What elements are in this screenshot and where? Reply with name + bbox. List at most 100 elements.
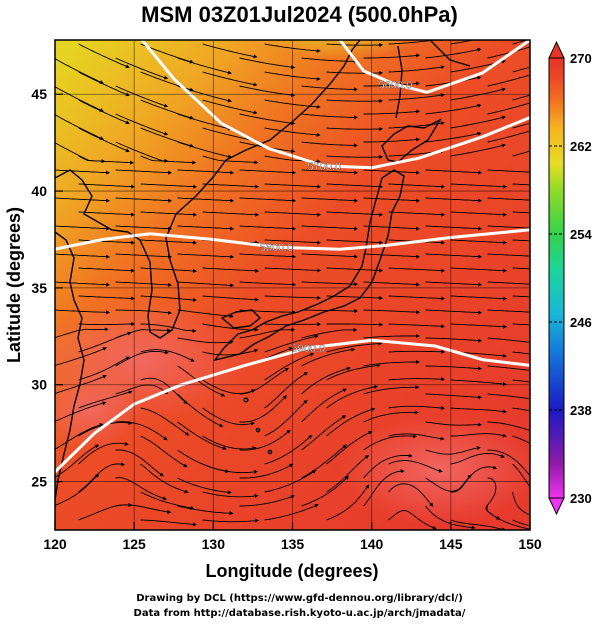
- streamline-244: [326, 431, 373, 465]
- axis-ticks: 120 125 130 135 140 145 150 25 30 35 40 45: [31, 86, 541, 552]
- streamline-132: [326, 267, 384, 273]
- streamline-33: [140, 99, 194, 120]
- x-tick-label-150: 150: [518, 536, 542, 552]
- streamline-43: [239, 113, 296, 126]
- streamline-147: [264, 295, 322, 300]
- streamline-225: [140, 435, 188, 468]
- streamline-218: [177, 421, 227, 451]
- streamline-52: [326, 126, 384, 132]
- streamline-159: [487, 309, 530, 315]
- streamline-29: [363, 81, 421, 87]
- streamline-161: [140, 323, 197, 333]
- streamline-140: [301, 281, 359, 287]
- streamline-198: [450, 379, 508, 387]
- streamline-95: [487, 197, 530, 203]
- streamline-242: [202, 463, 258, 474]
- streamline-105: [115, 225, 173, 231]
- streamline-143: [487, 281, 530, 287]
- streamline-84: [326, 183, 384, 189]
- streamline-40: [55, 114, 104, 140]
- streamline-245: [388, 460, 443, 473]
- streamline-70: [450, 143, 506, 157]
- streamline-271: [486, 505, 530, 530]
- streamline-12: [301, 57, 359, 64]
- streamline-197: [388, 377, 446, 382]
- streamline-199: [512, 379, 530, 383]
- streamline-45: [363, 109, 421, 115]
- streamline-211: [264, 371, 309, 409]
- streamline-98: [202, 211, 260, 217]
- streamline-200: [55, 374, 107, 394]
- streamline-191: [487, 365, 530, 371]
- streamline-18: [202, 71, 258, 87]
- streamline-116: [326, 239, 384, 245]
- streamline-240: [78, 441, 129, 465]
- streamline-85: [388, 183, 446, 189]
- wind-streamlines: [55, 40, 530, 530]
- streamline-144: [78, 295, 136, 301]
- streamline-185: [115, 350, 169, 367]
- streamline-39: [512, 94, 530, 101]
- streamline-176: [78, 331, 132, 353]
- streamline-42: [177, 113, 232, 131]
- streamline-71: [512, 150, 530, 157]
- streamline-100: [326, 211, 384, 217]
- streamline-165: [388, 323, 446, 329]
- streamline-76: [301, 169, 359, 175]
- streamline-109: [363, 225, 421, 231]
- grid-lines: [54, 40, 531, 530]
- streamline-16: [78, 71, 130, 97]
- contour-5800.0: [55, 228, 530, 251]
- streamline-118: [450, 239, 508, 245]
- streamline-162: [202, 323, 259, 332]
- streamline-23: [512, 66, 530, 73]
- streamline-153: [115, 309, 173, 315]
- streamline-230: [450, 433, 507, 438]
- streamline-181: [388, 349, 446, 354]
- streamline-97: [140, 211, 198, 217]
- colorbar-label-262: 262: [570, 139, 592, 154]
- streamline-141: [363, 281, 421, 287]
- streamline-209: [140, 407, 190, 436]
- streamline-66: [202, 155, 259, 165]
- streamline-74: [177, 169, 235, 175]
- streamline-75: [239, 169, 297, 175]
- streamline-121: [115, 253, 173, 259]
- streamline-186: [177, 365, 226, 397]
- streamline-127: [487, 253, 530, 259]
- streamline-188: [301, 347, 356, 367]
- streamline-214: [450, 407, 508, 414]
- contour-label-5900.0: 5900.0: [292, 343, 326, 355]
- colorbar-label-246: 246: [570, 315, 592, 330]
- streamline-112: [78, 239, 136, 245]
- streamline-53: [388, 121, 445, 129]
- streamline-99: [264, 211, 322, 217]
- contour-5600.0: [338, 40, 530, 94]
- streamline-184: [55, 347, 107, 367]
- streamline-251: [239, 463, 294, 479]
- streamline-106: [177, 225, 235, 231]
- streamline-213: [388, 405, 446, 411]
- streamline-7: [512, 40, 529, 45]
- streamline-274: [202, 518, 260, 523]
- streamline-215: [512, 407, 530, 412]
- colorbar-label-270: 270: [570, 51, 592, 66]
- streamline-10: [177, 57, 232, 75]
- streamline-190: [425, 365, 483, 371]
- streamline-46: [425, 103, 482, 115]
- streamline-246: [450, 453, 505, 465]
- streamline-272: [78, 502, 133, 521]
- x-axis-label: Longitude (degrees): [205, 561, 378, 581]
- streamline-62: [425, 131, 482, 143]
- streamline-235: [239, 429, 291, 451]
- streamline-31: [487, 74, 530, 87]
- streamline-54: [450, 115, 506, 129]
- streamline-94: [425, 197, 483, 203]
- streamline-195: [264, 352, 315, 381]
- streamline-48: [78, 127, 130, 153]
- streamline-210: [202, 407, 255, 426]
- streamline-77: [363, 169, 421, 175]
- colorbar-label-254: 254: [570, 227, 592, 242]
- streamline-260: [326, 454, 370, 493]
- streamline-11: [239, 57, 296, 70]
